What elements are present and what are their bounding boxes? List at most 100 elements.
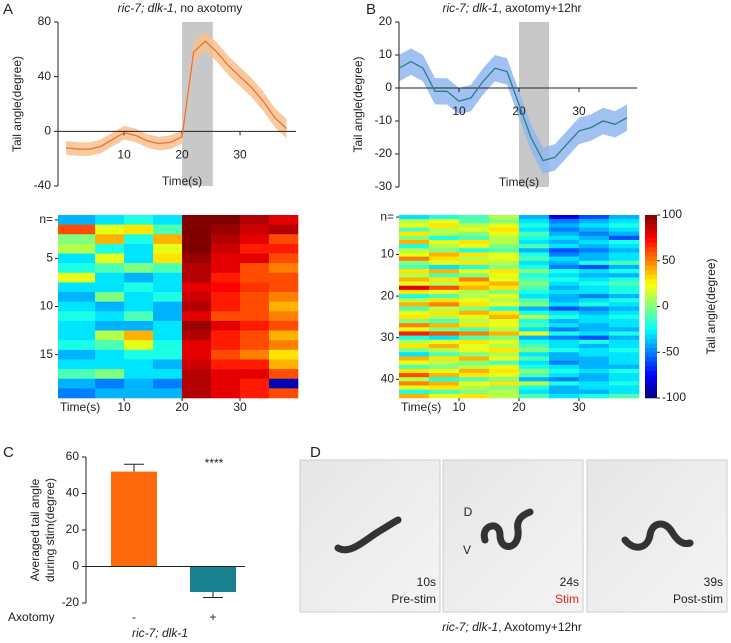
x-tick-label: 20 (512, 400, 526, 414)
heat-cell (429, 264, 460, 270)
heat-cell (549, 256, 580, 262)
colorbar-step (645, 343, 657, 348)
heat-cell (489, 227, 520, 232)
heat-cell (124, 349, 154, 360)
heat-cell (459, 377, 490, 382)
heat-cell (399, 327, 430, 332)
heat-cell (459, 269, 490, 274)
colorbar-tick-label: 50 (662, 253, 676, 267)
heat-cell (519, 318, 550, 324)
title-rest: , no axotomy (174, 1, 243, 15)
heat-cell (153, 282, 183, 293)
heat-cell (549, 343, 580, 349)
x-tick-label: 10 (452, 104, 466, 118)
heat-cell (609, 314, 640, 320)
heat-cell (429, 339, 460, 345)
heat-cell (211, 263, 241, 274)
heat-cell (579, 269, 610, 274)
heat-cell (124, 330, 154, 341)
heat-cell (549, 389, 580, 395)
heat-cell (579, 298, 610, 303)
colorbar-step (645, 361, 657, 367)
heat-cell (399, 277, 430, 282)
heat-cell (609, 343, 640, 349)
colorbar-step (645, 237, 657, 243)
heat-cell (429, 273, 460, 278)
heat-cell (519, 323, 550, 328)
heat-cell (489, 389, 520, 395)
heat-cell (549, 306, 580, 311)
heat-cell (519, 223, 550, 228)
heat-cell (459, 373, 490, 378)
heat-cell (182, 359, 212, 370)
heat-cell (153, 234, 183, 245)
heat-cell (549, 219, 580, 224)
heat-cell (429, 385, 460, 390)
heat-cell (459, 239, 490, 245)
heat-cell (579, 314, 610, 320)
colorbar-step (645, 320, 657, 326)
heat-cell (609, 335, 640, 341)
heat-cell (58, 282, 96, 293)
panel-label: B (366, 1, 376, 18)
heat-cell (549, 273, 580, 278)
colorbar-step (645, 274, 657, 280)
colorbar-step (645, 215, 657, 220)
heat-cell (95, 378, 125, 389)
heat-cell (429, 260, 460, 266)
heat-cell (459, 368, 490, 374)
title-rest: , axotomy+12hr (498, 1, 581, 15)
heat-cell (58, 292, 96, 302)
heat-cell (489, 368, 520, 374)
y-tick-label: 20 (379, 14, 393, 28)
heat-cell (609, 235, 640, 241)
heat-cell (182, 234, 212, 245)
colorbar-step (645, 279, 657, 284)
heat-cell (579, 306, 610, 311)
y-tick-label: -10 (375, 113, 393, 127)
heat-cell (240, 359, 270, 370)
colorbar-step (645, 224, 657, 230)
heat-cell (182, 263, 212, 274)
heat-cell (429, 348, 460, 353)
heat-cell (549, 327, 580, 332)
heat-cell (399, 231, 430, 237)
heat-cell (153, 330, 183, 341)
heat-cell (609, 339, 640, 345)
heat-cell (124, 388, 154, 399)
frame-time: 39s (704, 575, 723, 589)
heat-cell (489, 348, 520, 353)
heat-cell (609, 231, 640, 237)
heat-cell (609, 227, 640, 232)
heat-cell (459, 252, 490, 257)
heat-cell (211, 224, 241, 235)
heat-cell (211, 340, 241, 351)
y-tick-label: n= (380, 209, 394, 223)
heat-cell (399, 256, 430, 262)
y-tick-label: 10 (379, 47, 393, 61)
heat-cell (58, 301, 96, 312)
heat-cell (579, 235, 610, 241)
heat-cell (459, 277, 490, 282)
heat-cell (429, 256, 460, 262)
colorbar-step (645, 365, 657, 371)
heat-cell (519, 219, 550, 224)
y-axis-label: Averaged tail angle (28, 478, 42, 581)
y-tick-label: n= (39, 212, 53, 226)
y-tick-label: 40 (66, 486, 80, 500)
heat-cell (153, 243, 183, 254)
heat-cell (269, 359, 299, 370)
frame-phase: Stim (555, 592, 579, 606)
y-axis-label: Tail angle(degree) (351, 56, 365, 152)
heat-cell (489, 298, 520, 303)
heat-cell (519, 385, 550, 390)
heat-cell (182, 301, 212, 312)
y-tick-label: 40 (381, 371, 395, 385)
heat-cell (269, 282, 299, 293)
y-tick-label: -20 (62, 595, 80, 609)
heat-cell (240, 388, 270, 399)
bar (111, 471, 157, 567)
heat-cell (489, 373, 520, 378)
heat-cell (58, 349, 96, 360)
colorbar-step (645, 393, 657, 399)
